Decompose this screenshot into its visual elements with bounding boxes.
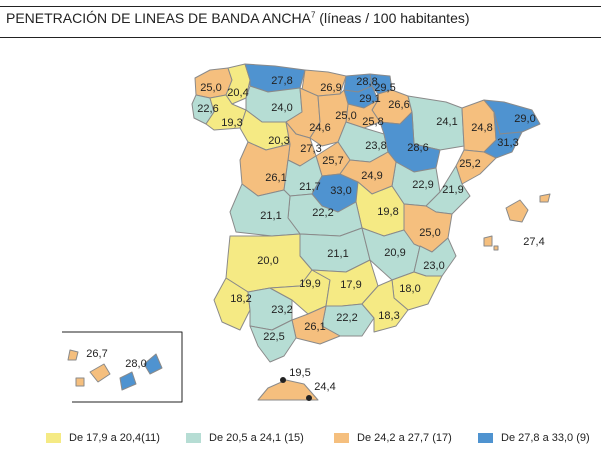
value-label: 25,2 — [459, 158, 480, 170]
legend-label: De 17,9 a 20,4(11) — [69, 432, 160, 444]
value-label: 19,8 — [377, 206, 398, 218]
value-label: 21,1 — [327, 248, 348, 260]
value-label: 27,3 — [300, 143, 321, 155]
title-rule-bottom — [0, 37, 601, 38]
title-rule-top — [0, 6, 601, 7]
legend-label: De 24,2 a 27,7 (17) — [357, 432, 452, 444]
region-malaga — [291, 305, 341, 345]
legend-swatch — [186, 433, 201, 443]
value-label: 23,0 — [423, 260, 444, 272]
title-footnote: 7 — [310, 10, 316, 20]
value-label: 20,4 — [227, 87, 248, 99]
region-la-palma — [143, 353, 163, 375]
legend-swatch — [46, 433, 61, 443]
legend: De 17,9 a 20,4(11) De 20,5 a 24,1 (15) D… — [0, 430, 601, 450]
value-label: 26,1 — [265, 172, 286, 184]
region-cadiz — [249, 319, 297, 363]
title-text: PENETRACIÓN DE LINEAS DE BANDA ANCHA — [6, 10, 311, 26]
value-label: 25,0 — [335, 110, 356, 122]
value-label: 22,5 — [263, 331, 284, 343]
region-caceres — [229, 183, 301, 237]
legend-label: De 20,5 a 24,1 (15) — [209, 432, 304, 444]
value-label: 24,9 — [361, 170, 382, 182]
value-label: 20,3 — [268, 135, 289, 147]
region-ibiza — [483, 235, 493, 247]
value-label: 22,2 — [312, 207, 333, 219]
value-label: 25,8 — [362, 116, 383, 128]
value-label: 19,5 — [289, 367, 310, 379]
value-label: 26,9 — [320, 82, 341, 94]
value-label: 23,2 — [271, 304, 292, 316]
map-title: PENETRACIÓN DE LINEAS DE BANDA ANCHA7 (l… — [6, 10, 470, 26]
region-barcelona — [483, 111, 523, 159]
value-label: 25,7 — [322, 155, 343, 167]
value-label: 17,9 — [340, 279, 361, 291]
value-label: 24,8 — [471, 122, 492, 134]
value-label: 19,3 — [221, 117, 242, 129]
canary-inset-frame — [62, 331, 183, 403]
value-label: 29,1 — [359, 93, 380, 105]
value-label: 21,1 — [260, 210, 281, 222]
value-label: 24,4 — [314, 381, 335, 393]
value-label: 20,0 — [257, 255, 278, 267]
value-label: 24,0 — [271, 102, 292, 114]
legend-item-1: De 17,9 a 20,4(11) — [46, 430, 160, 446]
choropleth-map: 27,8 25,0 20,4 22,6 19,3 24,0 20,3 26,9 … — [62, 63, 551, 403]
legend-item-3: De 24,2 a 27,7 (17) — [334, 430, 452, 446]
region-lanzarote — [67, 349, 79, 361]
value-label: 26,6 — [388, 99, 409, 111]
value-label: 18,2 — [230, 293, 251, 305]
value-label: 25,0 — [200, 82, 221, 94]
value-label: 19,9 — [299, 278, 320, 290]
legend-label: De 27,8 a 33,0 (9) — [501, 432, 590, 444]
value-label: 21,7 — [299, 181, 320, 193]
legend-item-2: De 20,5 a 24,1 (15) — [186, 430, 304, 446]
value-label: 24,6 — [309, 122, 330, 134]
value-label: 29,5 — [374, 82, 395, 94]
value-label: 28,6 — [407, 142, 428, 154]
value-label: 26,1 — [304, 321, 325, 333]
value-label: 21,9 — [442, 184, 463, 196]
value-label: 28,8 — [356, 76, 377, 88]
value-label: 20,9 — [384, 247, 405, 259]
legend-swatch — [478, 433, 493, 443]
value-label: 22,9 — [412, 179, 433, 191]
region-mallorca — [505, 199, 529, 223]
value-label: 22,2 — [336, 312, 357, 324]
value-label: 24,1 — [436, 116, 457, 128]
legend-item-4: De 27,8 a 33,0 (9) — [478, 430, 590, 446]
region-tenerife — [119, 371, 137, 391]
value-label: 23,8 — [365, 140, 386, 152]
value-label: 27,8 — [271, 75, 292, 87]
value-label: 33,0 — [330, 185, 351, 197]
value-label: 25,0 — [419, 227, 440, 239]
region-formentera — [493, 245, 499, 251]
value-label: 31,3 — [497, 137, 518, 149]
value-label: 22,6 — [197, 103, 218, 115]
region-menorca — [539, 193, 551, 203]
value-label: 29,0 — [514, 113, 535, 125]
title-unit: (líneas / 100 habitantes) — [315, 10, 470, 26]
region-gran-canaria — [75, 377, 85, 387]
value-label: 27,4 — [523, 236, 544, 248]
legend-swatch — [334, 433, 349, 443]
value-label: 26,7 — [86, 348, 107, 360]
region-almeria — [361, 279, 409, 333]
value-label: 18,0 — [399, 283, 420, 295]
ceuta-marker — [280, 377, 286, 383]
value-label: 28,0 — [125, 358, 146, 370]
region-fuerteventura — [89, 363, 111, 383]
melilla-marker — [306, 395, 312, 401]
value-label: 18,3 — [378, 310, 399, 322]
